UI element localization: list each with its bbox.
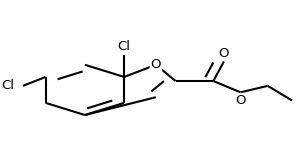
Text: O: O [219, 47, 229, 60]
Text: O: O [151, 58, 161, 71]
Text: Cl: Cl [1, 79, 14, 92]
Text: Cl: Cl [118, 40, 131, 53]
Text: O: O [235, 94, 246, 107]
